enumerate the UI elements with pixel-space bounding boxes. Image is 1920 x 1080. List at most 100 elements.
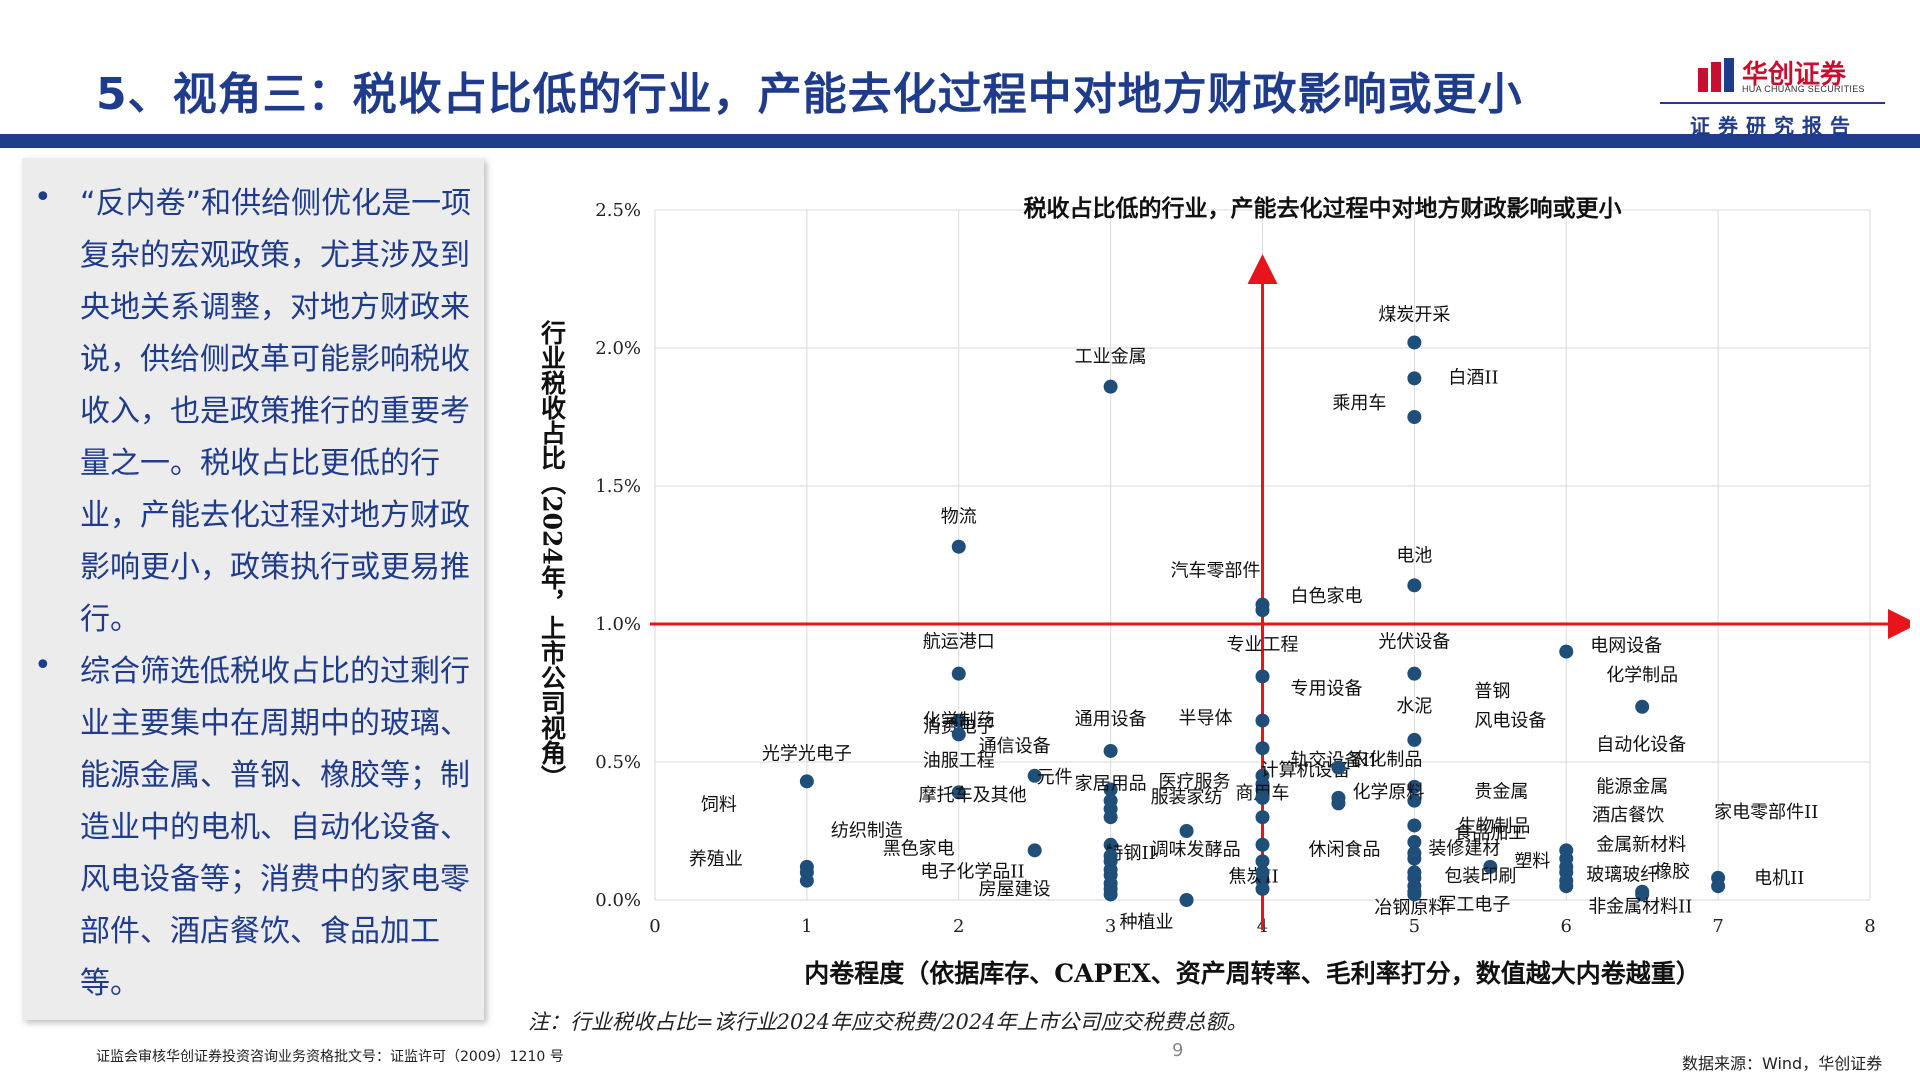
point-label: 电网设备 [1590,636,1662,657]
data-point [1103,837,1118,852]
data-point [1255,741,1270,756]
data-point [1559,879,1574,894]
data-point [951,785,966,800]
point-label: 电子化学品II [920,861,1024,882]
point-label: 化学原料 [1352,782,1424,803]
point-label: 电池 [1396,545,1432,566]
data-point [799,774,814,789]
data-point [951,539,966,554]
point-label: 贵金属 [1474,781,1528,802]
license-text: 证监会审核华创证券投资咨询业务资格批文号：证监许可（2009）1210 号 [96,1049,564,1065]
point-label: 白色家电 [1291,586,1363,607]
point-label: 家居用品 [1075,774,1147,795]
data-point [1407,666,1422,681]
x-tick-label: 0 [649,916,660,937]
point-label: 计算机设备 [1261,760,1351,781]
point-label: 黑色家电 [883,838,955,859]
point-label: 军工电子 [1438,894,1510,915]
point-label: 半导体 [1179,708,1233,729]
data-point [1407,410,1422,424]
point-label: 工业金属 [1075,347,1147,368]
scatter-chart: 0123456780.0%0.5%1.0%1.5%2.0%2.5%税收占比低的行… [538,195,1910,988]
y-tick-label: 1.5% [595,476,641,497]
point-label: 汽车零部件 [1171,561,1261,582]
data-point [1103,862,1118,877]
data-point [951,727,966,742]
point-label: 煤炭开采 [1378,304,1450,325]
point-label: 非金属材料II [1588,896,1692,917]
data-point [1407,851,1422,866]
point-label: 专用设备 [1291,679,1363,700]
data-point [1407,879,1422,894]
point-label: 专业工程 [1227,634,1299,655]
point-label: 普钢 [1474,681,1510,702]
bullet-text-1: “反内卷”和供给侧优化是一项复杂的宏观政策，尤其涉及到央地关系调整，对地方财政来… [80,186,472,637]
brand-logo: 华创证券 HUA CHUANG SECURITIES 证券研究报告 [1660,52,1900,142]
data-point [1407,371,1422,386]
data-point [1027,843,1042,858]
bullet-marker: • [34,648,52,683]
brand-name-en: HUA CHUANG SECURITIES [1742,84,1865,94]
data-point [1103,743,1118,758]
data-point [1103,782,1118,797]
point-label: 服装家纺 [1151,787,1223,808]
data-point [1407,818,1422,833]
summary-panel: • “反内卷”和供给侧优化是一项复杂的宏观政策，尤其涉及到央地关系调整，对地方财… [22,158,484,1020]
y-tick-label: 2.0% [595,338,641,359]
bullet-text-2: 综合筛选低税收占比的过剩行业主要集中在周期中的玻璃、能源金属、普钢、橡胶等；制造… [80,654,470,1001]
data-point [1179,893,1194,907]
data-point [1483,859,1498,874]
data-point [1559,644,1574,659]
y-tick-label: 0.5% [595,752,641,773]
point-label: 种植业 [1120,912,1174,933]
point-label: 物流 [941,507,977,528]
point-label: 玻璃玻纤 [1586,865,1658,886]
data-point [1255,713,1270,728]
point-label: 水泥 [1396,696,1432,717]
point-label: 化学制品 [1606,665,1678,686]
point-label: 航运港口 [923,632,995,653]
point-label: 医疗服务 [1159,772,1231,793]
x-tick-label: 3 [1105,916,1116,937]
header-bar [0,134,1920,148]
point-label: 特钢II [1106,843,1156,864]
point-label: 包装印刷 [1444,866,1516,887]
page-number: 9 [1172,1040,1184,1061]
point-label: 焦炭II [1229,867,1279,888]
point-label: 白酒II [1448,367,1498,388]
brand-mark-icon [1698,58,1734,92]
point-label: 油服工程 [923,750,995,771]
data-point [1255,790,1270,805]
data-point [1407,578,1422,593]
data-point [1407,335,1422,350]
data-point [951,713,966,728]
y-tick-label: 1.0% [595,614,641,635]
data-point [1103,887,1118,902]
data-source: 数据来源：Wind，华创证券 [1682,1054,1883,1073]
x-tick-label: 2 [953,916,964,937]
point-label: 通信设备 [979,736,1051,757]
data-point [1103,793,1118,808]
point-label: 房屋建设 [979,879,1051,900]
point-label: 通用设备 [1075,709,1147,730]
brand-divider [1660,102,1885,104]
chart-title: 税收占比低的行业，产能去化过程中对地方财政影响或更小 [1024,195,1622,222]
point-label: 电机II [1754,868,1804,889]
point-label: 风电设备 [1474,711,1546,732]
point-label: 冶钢原料 [1374,898,1446,919]
point-label: 能源金属 [1596,777,1668,798]
y-tick-label: 2.5% [595,200,641,221]
point-label: 休闲食品 [1309,839,1381,860]
data-point [1331,796,1346,811]
data-point [1255,810,1270,825]
point-label: 家电零部件II [1714,802,1818,823]
point-label: 农化制品 [1350,750,1422,771]
data-point [1255,865,1270,880]
x-tick-label: 7 [1712,916,1723,937]
data-point [1103,379,1118,394]
x-tick-label: 5 [1409,916,1420,937]
page-title: 5、视角三：税收占比低的行业，产能去化过程中对地方财政影响或更小 [96,69,1523,120]
data-point [1255,881,1270,896]
x-tick-label: 8 [1864,916,1875,937]
x-axis-label: 内卷程度（依据库存、CAPEX、资产周转率、毛利率打分，数值越大内卷越重） [804,959,1701,988]
